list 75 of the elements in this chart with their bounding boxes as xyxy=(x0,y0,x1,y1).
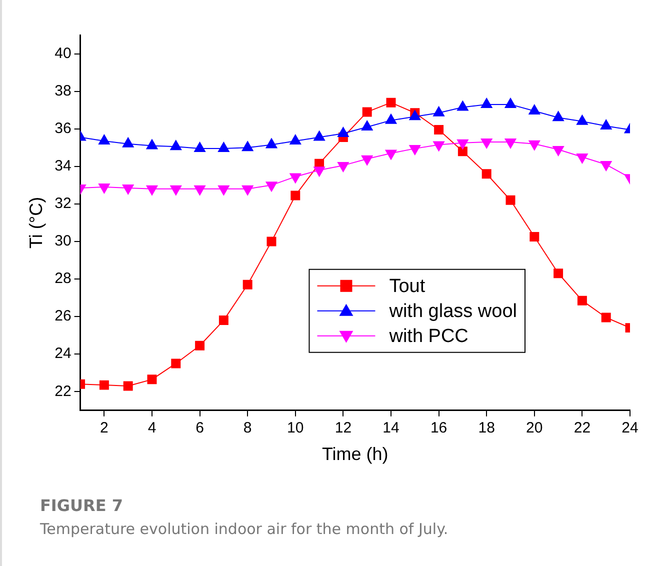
point xyxy=(194,185,206,196)
y-axis-title: Ti (°C) xyxy=(26,196,46,248)
x-axis-title: Time (h) xyxy=(322,444,388,464)
y-tick-label: 34 xyxy=(54,158,72,175)
y-tick-label: 26 xyxy=(54,308,72,325)
point xyxy=(480,138,492,148)
x-tick-label: 10 xyxy=(287,420,304,437)
point xyxy=(552,111,564,122)
y-tick-label: 40 xyxy=(54,44,72,62)
point xyxy=(242,141,254,152)
point xyxy=(386,98,396,108)
y-tick-label: 24 xyxy=(54,345,72,362)
point xyxy=(601,312,611,322)
x-tick-label: 20 xyxy=(526,420,543,437)
x-tick-label: 24 xyxy=(622,420,638,437)
point xyxy=(409,110,421,120)
y-tick-label: 36 xyxy=(54,120,72,137)
point xyxy=(362,107,372,117)
point xyxy=(99,380,109,390)
point xyxy=(433,141,444,152)
point xyxy=(170,140,182,150)
point xyxy=(218,142,230,152)
point xyxy=(528,104,540,115)
y-tick-label: 30 xyxy=(54,232,72,250)
y-tick-label: 32 xyxy=(54,195,72,212)
legend-label: with glass wool xyxy=(388,301,518,322)
point xyxy=(218,185,230,196)
point xyxy=(577,296,587,306)
text: FIGURE 7 xyxy=(40,496,123,515)
point xyxy=(528,140,540,150)
point xyxy=(170,185,182,196)
y-tick-label: 22 xyxy=(54,382,72,400)
point xyxy=(147,374,157,384)
point xyxy=(290,190,300,200)
x-tick-label: 14 xyxy=(382,420,400,437)
y-tick-label: 38 xyxy=(54,82,72,100)
point xyxy=(337,127,349,138)
point xyxy=(458,146,468,156)
x-tick-label: 4 xyxy=(148,420,156,437)
point xyxy=(530,232,540,242)
point xyxy=(337,162,349,172)
x-tick-label: 16 xyxy=(430,420,448,437)
point xyxy=(218,316,228,326)
point xyxy=(434,125,444,135)
point xyxy=(171,358,181,368)
point xyxy=(194,142,206,152)
point xyxy=(122,184,134,194)
point xyxy=(242,280,252,290)
point xyxy=(195,340,205,350)
point xyxy=(554,268,564,278)
point xyxy=(506,195,516,205)
point xyxy=(600,120,612,130)
y-tick-label: 28 xyxy=(54,270,72,288)
point xyxy=(146,185,158,196)
point xyxy=(146,139,158,150)
point xyxy=(98,134,110,145)
legend-label: Tout xyxy=(389,276,426,298)
point xyxy=(457,139,468,150)
x-tick-label: 12 xyxy=(334,420,352,437)
point xyxy=(457,100,468,111)
text: Temperature evolution indoor air for the month of July. xyxy=(40,520,448,538)
point xyxy=(504,138,516,148)
x-tick-label: 2 xyxy=(100,420,108,437)
x-tick-label: 18 xyxy=(478,420,495,437)
x-tick-label: 22 xyxy=(574,420,591,437)
x-tick-label: 8 xyxy=(243,420,252,437)
point xyxy=(242,185,254,196)
point xyxy=(290,134,302,145)
point xyxy=(123,381,133,391)
legend-label: with PCC xyxy=(388,326,468,348)
point xyxy=(552,146,564,156)
point xyxy=(361,155,373,166)
point xyxy=(266,236,276,246)
point xyxy=(482,169,492,179)
x-tick-label: 6 xyxy=(196,420,204,437)
